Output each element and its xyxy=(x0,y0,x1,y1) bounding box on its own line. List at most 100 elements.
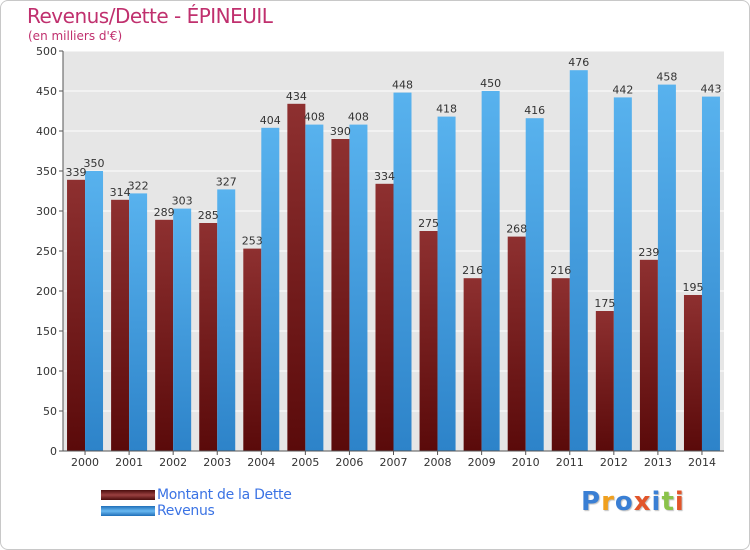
data-label-revenus-2001: 322 xyxy=(128,179,149,192)
data-label-dette-2008: 275 xyxy=(418,217,439,230)
bar-dette-2000 xyxy=(67,179,86,452)
data-label-revenus-2004: 404 xyxy=(260,114,281,127)
bar-revenus-2005 xyxy=(305,124,324,451)
x-tick-label-2001: 2001 xyxy=(115,456,143,469)
data-label-revenus-2013: 458 xyxy=(656,71,677,84)
bar-dette-2010 xyxy=(507,236,526,451)
y-tick-label: 50 xyxy=(43,405,57,418)
y-tick-label: 300 xyxy=(36,205,57,218)
bar-dette-2005 xyxy=(287,103,306,452)
data-label-revenus-2000: 350 xyxy=(84,157,105,170)
x-tick-label-2005: 2005 xyxy=(291,456,319,469)
data-label-revenus-2011: 476 xyxy=(568,56,589,69)
data-label-dette-2009: 216 xyxy=(462,264,483,277)
y-tick-label: 250 xyxy=(36,245,57,258)
bar-series xyxy=(67,70,720,452)
bar-dette-2008 xyxy=(419,231,438,451)
bar-revenus-2006 xyxy=(349,124,368,451)
bar-dette-2013 xyxy=(639,259,658,451)
y-tick-label: 350 xyxy=(36,165,57,178)
data-label-revenus-2005: 408 xyxy=(304,111,325,124)
data-label-revenus-2014: 443 xyxy=(700,83,721,96)
data-labels: 3393503143222893032853272534044344083904… xyxy=(66,56,722,310)
x-tick-label-2010: 2010 xyxy=(512,456,540,469)
x-tick-label-2000: 2000 xyxy=(71,456,99,469)
bar-revenus-2010 xyxy=(525,118,544,451)
data-label-dette-2003: 285 xyxy=(198,209,219,222)
data-label-dette-2004: 253 xyxy=(242,235,263,248)
bar-revenus-2003 xyxy=(217,189,236,451)
x-tick-label-2004: 2004 xyxy=(247,456,275,469)
data-label-revenus-2012: 442 xyxy=(612,83,633,96)
bar-revenus-2000 xyxy=(85,171,104,451)
bar-revenus-2009 xyxy=(481,91,500,451)
legend-swatch-dette xyxy=(101,490,155,500)
legend-label-dette: Montant de la Dette xyxy=(157,487,292,503)
x-tick-label-2013: 2013 xyxy=(644,456,672,469)
y-tick-label: 100 xyxy=(36,365,57,378)
data-label-revenus-2009: 450 xyxy=(480,77,501,90)
y-axis: 0 50 100 150 200 250 300 350 400 450 500 xyxy=(36,45,64,458)
bar-dette-2007 xyxy=(375,183,394,452)
y-tick-label: 400 xyxy=(36,125,57,138)
data-label-revenus-2006: 408 xyxy=(348,111,369,124)
x-tick-label-2009: 2009 xyxy=(468,456,496,469)
bar-dette-2012 xyxy=(595,311,614,451)
legend-label-revenus: Revenus xyxy=(157,503,215,519)
bar-dette-2006 xyxy=(331,139,350,451)
bar-revenus-2004 xyxy=(261,127,280,452)
data-label-dette-2010: 268 xyxy=(506,223,527,236)
data-label-dette-2007: 334 xyxy=(374,170,395,183)
x-tick-label-2008: 2008 xyxy=(424,456,452,469)
x-tick-label-2003: 2003 xyxy=(203,456,231,469)
chart-subtitle: (en milliers d'€) xyxy=(28,29,123,43)
bar-revenus-2011 xyxy=(569,70,588,451)
data-label-dette-2013: 239 xyxy=(638,246,659,259)
data-label-revenus-2003: 327 xyxy=(216,175,237,188)
bar-revenus-2008 xyxy=(437,116,456,451)
y-tick-label: 500 xyxy=(36,45,57,58)
bar-revenus-2014 xyxy=(701,96,720,451)
data-label-dette-2011: 216 xyxy=(550,264,571,277)
data-label-dette-2000: 339 xyxy=(66,166,87,179)
bar-dette-2001 xyxy=(111,199,130,451)
x-tick-label-2007: 2007 xyxy=(380,456,408,469)
data-label-dette-2002: 289 xyxy=(154,206,175,219)
x-axis: 2000 2001 2002 2003 2004 2005 2006 2007 2008 2009… xyxy=(63,450,724,469)
bar-dette-2003 xyxy=(199,223,218,451)
bar-revenus-2001 xyxy=(129,193,148,451)
data-label-revenus-2002: 303 xyxy=(172,195,193,208)
data-label-dette-2014: 195 xyxy=(682,281,703,294)
legend: Montant de la Dette Revenus xyxy=(101,487,292,519)
bar-dette-2009 xyxy=(463,278,482,451)
bar-dette-2011 xyxy=(551,278,570,451)
x-tick-label-2006: 2006 xyxy=(335,456,363,469)
legend-item-dette: Montant de la Dette xyxy=(101,487,292,503)
bar-dette-2002 xyxy=(155,219,174,451)
bar-dette-2014 xyxy=(683,295,702,451)
data-label-dette-2005: 434 xyxy=(286,90,307,103)
data-label-revenus-2007: 448 xyxy=(392,79,413,92)
y-tick-label: 200 xyxy=(36,285,57,298)
data-label-revenus-2010: 416 xyxy=(524,104,545,117)
chart-title: Revenus/Dette - ÉPINEUIL xyxy=(27,4,273,28)
bar-dette-2004 xyxy=(243,248,262,451)
legend-swatch-revenus xyxy=(101,506,155,516)
data-label-dette-2006: 390 xyxy=(330,125,351,138)
y-tick-label: 150 xyxy=(36,325,57,338)
x-tick-label-2011: 2011 xyxy=(556,456,584,469)
data-label-dette-2001: 314 xyxy=(110,186,131,199)
x-tick-label-2014: 2014 xyxy=(688,456,716,469)
y-tick-label: 450 xyxy=(36,85,57,98)
bar-revenus-2007 xyxy=(393,92,412,451)
bar-revenus-2012 xyxy=(613,97,632,452)
data-label-revenus-2008: 418 xyxy=(436,103,457,116)
x-tick-label-2012: 2012 xyxy=(600,456,628,469)
y-tick-label: 0 xyxy=(50,445,57,458)
legend-item-revenus: Revenus xyxy=(101,503,292,519)
bar-revenus-2013 xyxy=(657,84,676,451)
bar-revenus-2002 xyxy=(173,208,192,451)
proxiti-logo: Proxiti xyxy=(581,487,685,517)
